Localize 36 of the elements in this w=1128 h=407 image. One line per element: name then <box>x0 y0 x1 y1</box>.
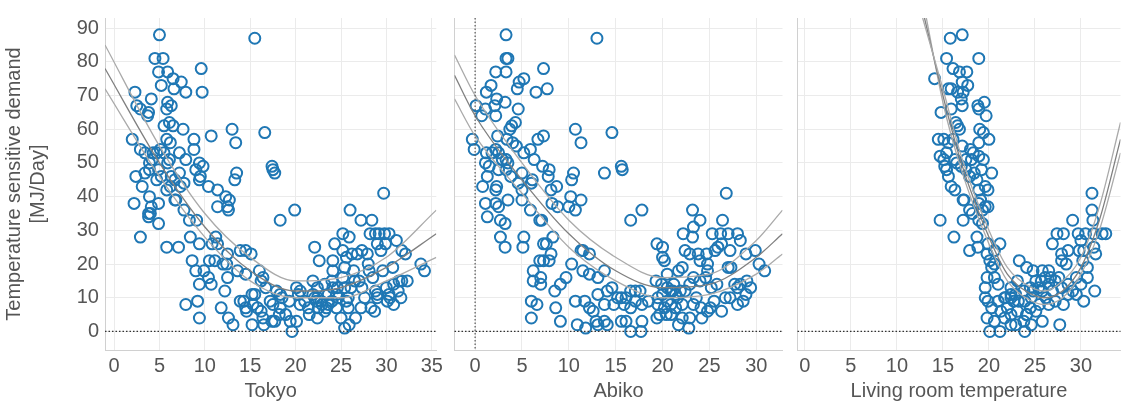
x-tick-label: 15 <box>239 353 262 376</box>
x-tick-label: 5 <box>516 353 528 376</box>
y-tick-label: 70 <box>76 83 99 106</box>
x-tick-label: 10 <box>193 353 216 376</box>
x-axis-title: Abiko <box>593 378 644 401</box>
x-tick-label: 15 <box>604 353 627 376</box>
x-tick-label: 20 <box>284 353 307 376</box>
x-axis-title: Living room temperature <box>850 378 1068 401</box>
y-tick-label: 30 <box>76 217 99 240</box>
x-tick-label: 25 <box>1023 353 1047 376</box>
y-tick-label: 20 <box>76 251 99 274</box>
x-tick-label: 20 <box>977 353 1001 376</box>
x-tick-label: 30 <box>745 353 768 376</box>
y-tick-label: 10 <box>76 285 99 308</box>
x-tick-label: 10 <box>557 353 580 376</box>
x-tick-label: 30 <box>375 353 398 376</box>
x-tick-label: 20 <box>651 353 674 376</box>
y-tick-label: 0 <box>87 318 99 341</box>
x-tick-label: 15 <box>931 353 955 376</box>
x-tick-label: 5 <box>153 353 166 376</box>
y-tick-label: 40 <box>76 184 99 207</box>
y-tick-label: 90 <box>76 15 99 38</box>
x-tick-label: 5 <box>845 353 857 376</box>
x-tick-label: 0 <box>469 353 481 376</box>
y-axis-title: Temperature sensitive demand [MJ/Day] <box>1 47 48 321</box>
x-tick-label: 30 <box>1069 353 1093 376</box>
x-tick-label: 0 <box>799 353 811 376</box>
x-tick-label: 10 <box>885 353 909 376</box>
y-tick-label: 60 <box>76 116 99 139</box>
x-axis-title: Tokyo <box>244 378 297 401</box>
y-tick-label: 80 <box>76 49 99 72</box>
x-tick-label: 25 <box>698 353 721 376</box>
x-tick-label: 0 <box>108 353 120 376</box>
x-tick-label: 25 <box>329 353 353 376</box>
x-tick-label: 35 <box>420 353 443 376</box>
y-tick-label: 50 <box>76 150 99 173</box>
